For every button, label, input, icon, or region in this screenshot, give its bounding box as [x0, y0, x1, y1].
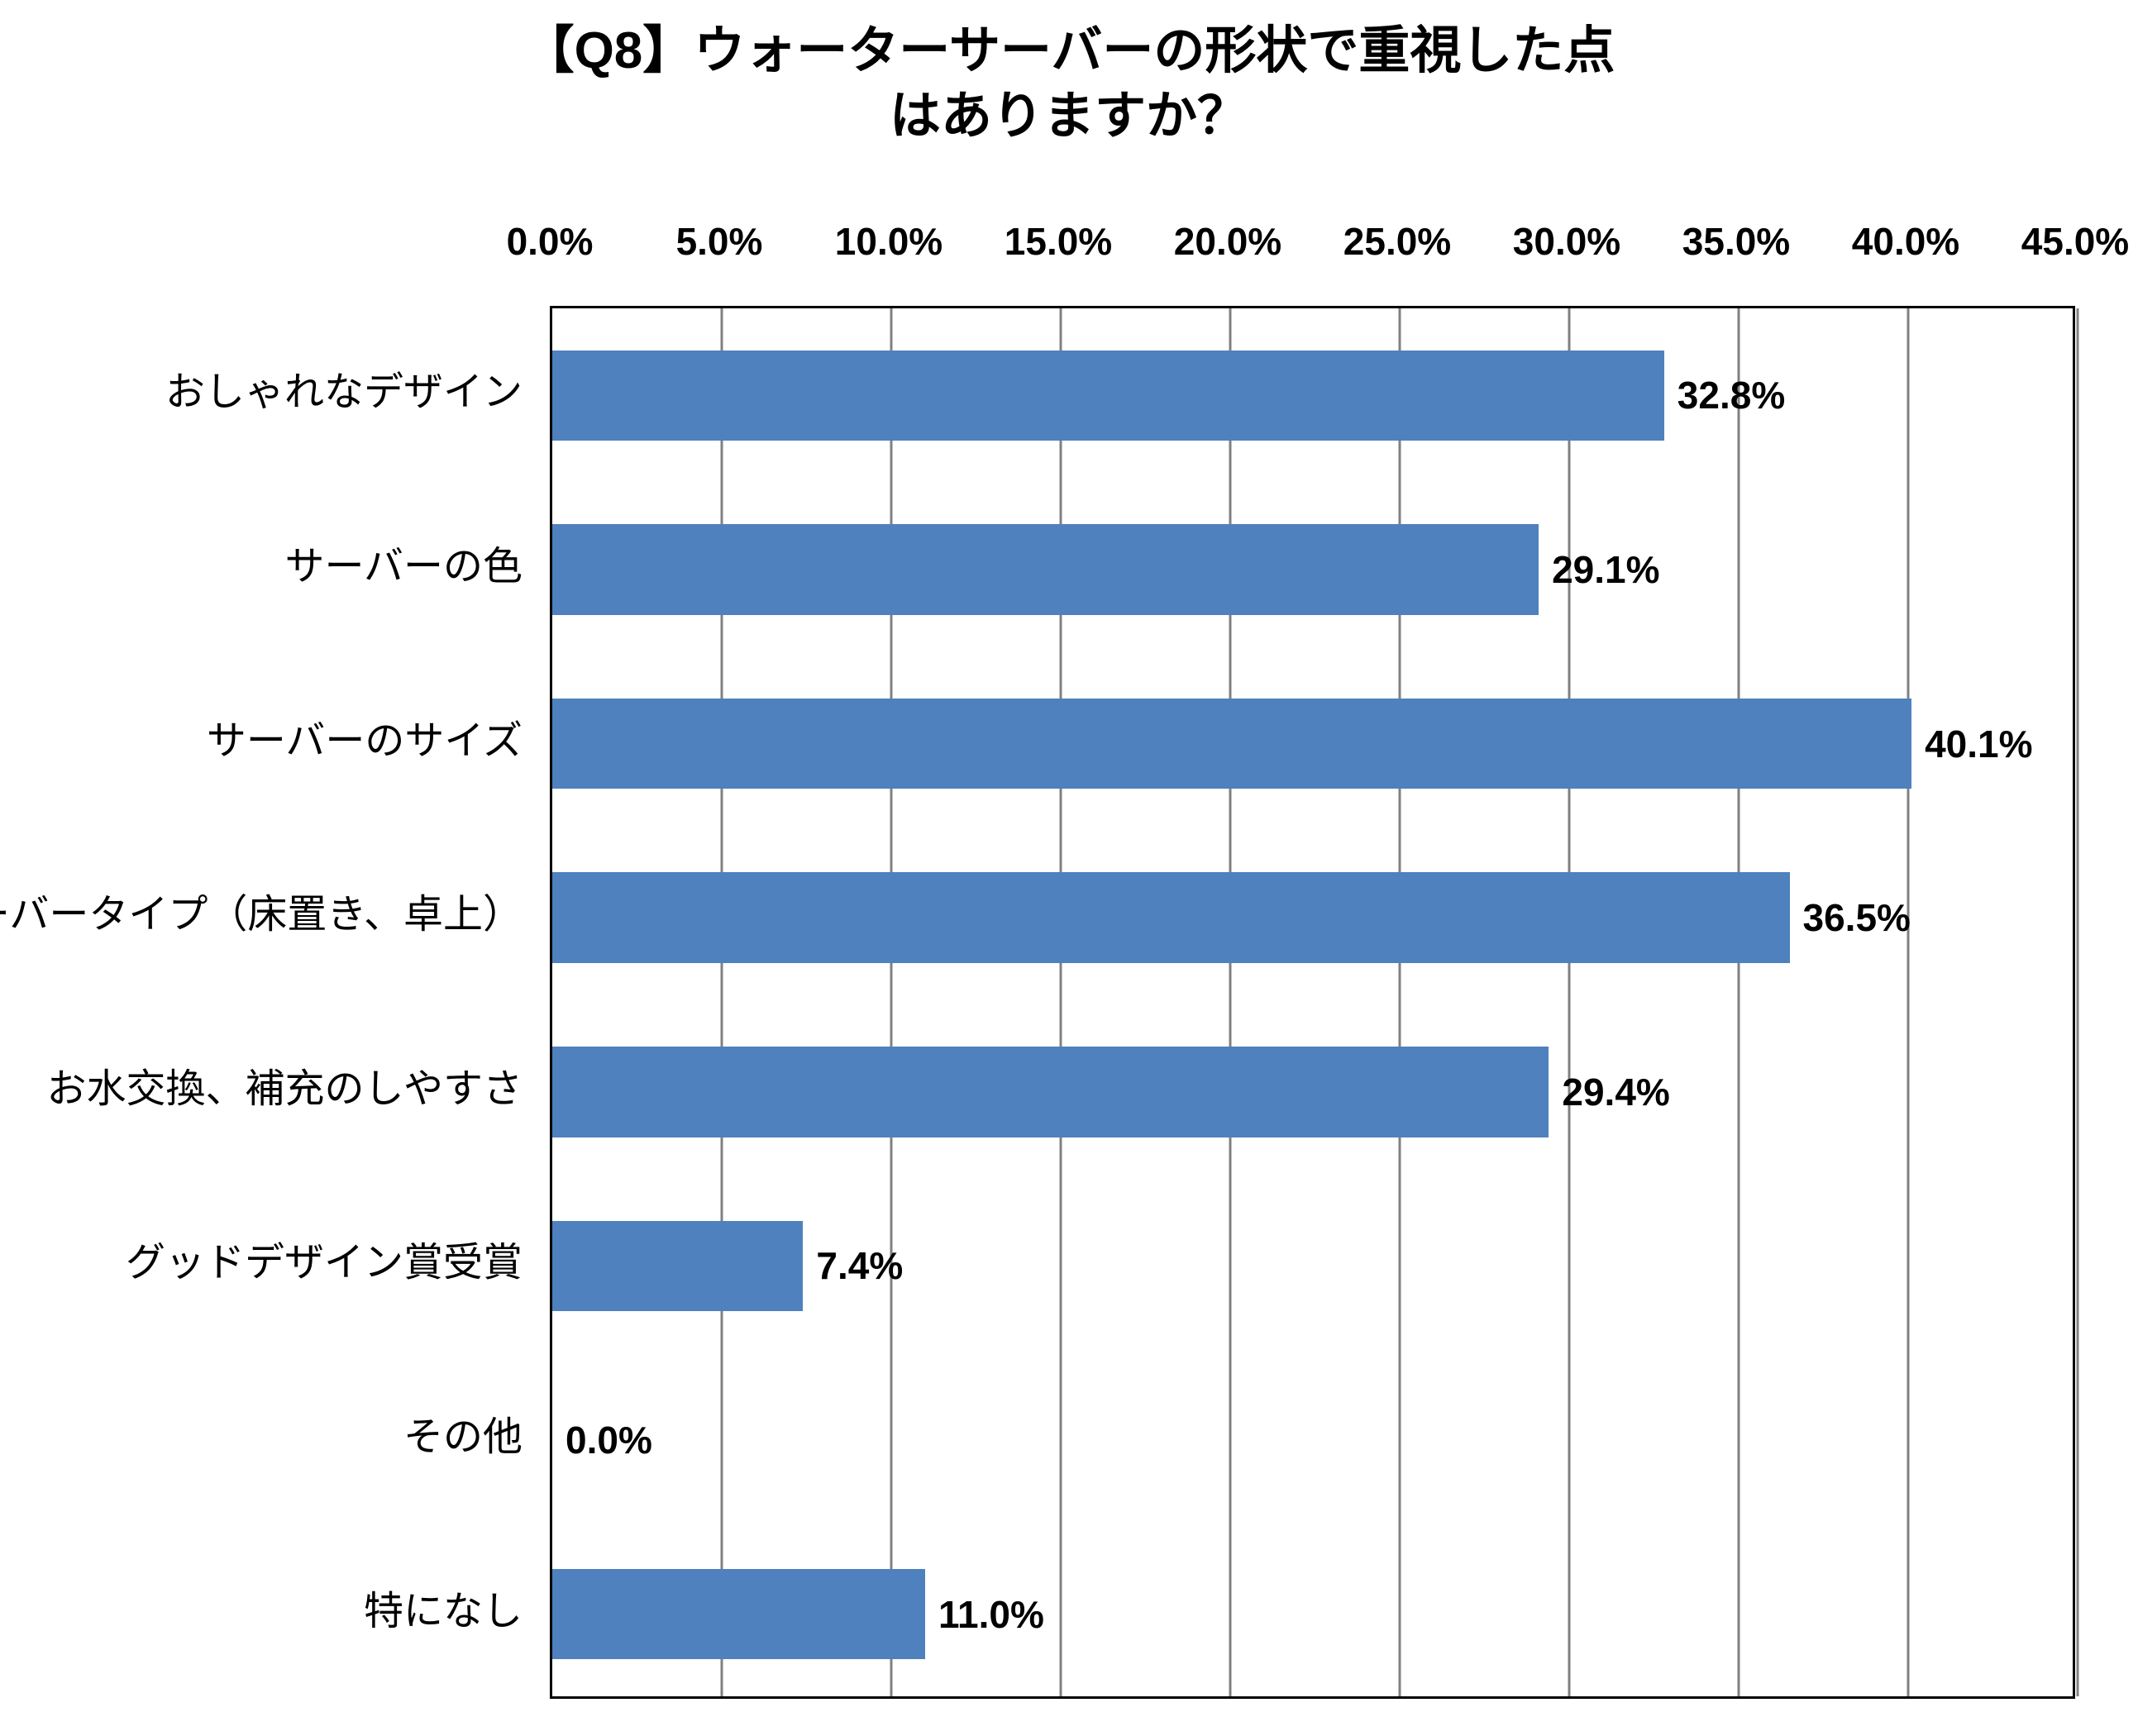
- y-axis-category-labels: おしゃれなデザインサーバーの色サーバーのサイズサーバータイプ（床置き、卓上） お水…: [0, 306, 537, 1699]
- category-label: お水交換、補充のしやすさ: [46, 1066, 523, 1111]
- plot-area: 32.8% 29.1% 40.1% 36.5% 29.4% 7.4% 0.0% 11.0%: [550, 306, 2079, 1699]
- bar-value-label: 29.1%: [1552, 547, 1660, 591]
- gridline: [1568, 308, 1571, 1696]
- bar-row: 11.0%: [552, 1568, 2073, 1660]
- x-axis-tick-label: 15.0%: [1004, 220, 1113, 263]
- bar[interactable]: [552, 524, 1539, 615]
- bar[interactable]: [552, 1568, 925, 1660]
- category-label: 特になし: [363, 1589, 523, 1633]
- gridline: [1737, 308, 1740, 1696]
- category-label: サーバータイプ（床置き、卓上）: [0, 893, 523, 937]
- x-axis-tick-label: 0.0%: [506, 220, 594, 263]
- gridline: [1398, 308, 1401, 1696]
- bar-value-label: 7.4%: [816, 1244, 904, 1288]
- bar-row: 29.4%: [552, 1047, 2073, 1137]
- gridlines: [552, 308, 2079, 1696]
- bar-value-label: 11.0%: [938, 1592, 1044, 1636]
- bars-layer: 32.8% 29.1% 40.1% 36.5% 29.4% 7.4% 0.0% 11.0%: [552, 308, 2073, 1696]
- chart-title-line-2: はありますか？: [889, 88, 1248, 145]
- gridline: [1059, 308, 1062, 1696]
- gridline: [1229, 308, 1232, 1696]
- gridline: [890, 308, 893, 1696]
- bar[interactable]: [552, 1047, 1549, 1137]
- bar[interactable]: [552, 1220, 804, 1312]
- bar-row: 29.1%: [552, 524, 2073, 615]
- x-axis-tick-label: 10.0%: [834, 220, 943, 263]
- bar-value-label: 32.8%: [1677, 374, 1786, 417]
- x-axis-tick-label: 25.0%: [1343, 220, 1452, 263]
- category-label: おしゃれなデザイン: [165, 370, 523, 415]
- bar-value-label: 40.1%: [1925, 722, 2033, 765]
- chart-title: 【Q8】ウォーターサーバーの形状で重視した点 はありますか？: [0, 18, 2138, 150]
- x-axis-tick-label: 35.0%: [1682, 220, 1791, 263]
- x-axis-tick-label: 45.0%: [2021, 220, 2130, 263]
- category-label: グッドデザイン賞受賞: [125, 1241, 523, 1285]
- bar-row: 32.8%: [552, 350, 2073, 441]
- bar-row: 7.4%: [552, 1220, 2073, 1312]
- bar[interactable]: [552, 698, 1912, 789]
- x-axis-tick-labels: 0.0% 5.0% 10.0% 15.0% 20.0% 25.0% 30.0% 35.0% 40…: [507, 219, 2130, 265]
- x-axis-tick-label: 5.0%: [675, 220, 763, 263]
- x-axis-tick-label: 20.0%: [1173, 220, 1282, 263]
- bar-row: 40.1%: [552, 698, 2073, 789]
- bar-value-label: 29.4%: [1562, 1070, 1670, 1114]
- category-label: サーバーのサイズ: [206, 718, 523, 763]
- bar[interactable]: [552, 350, 1664, 441]
- gridline: [720, 308, 723, 1696]
- bar-value-label: 36.5%: [1802, 896, 1911, 940]
- bar-row: 0.0%: [552, 1395, 2073, 1486]
- x-axis-tick-label: 40.0%: [1851, 220, 1960, 263]
- bar-row: 36.5%: [552, 872, 2073, 963]
- bar[interactable]: [552, 872, 1790, 963]
- x-axis-tick-label: 30.0%: [1512, 220, 1621, 263]
- category-label: その他: [403, 1415, 523, 1460]
- category-label: サーバーの色: [284, 544, 523, 589]
- gridline: [1907, 308, 1910, 1696]
- chart-title-line-1: 【Q8】ウォーターサーバーの形状で重視した点: [523, 22, 1615, 79]
- gridline: [2076, 308, 2079, 1696]
- bar-value-label: 0.0%: [566, 1419, 652, 1462]
